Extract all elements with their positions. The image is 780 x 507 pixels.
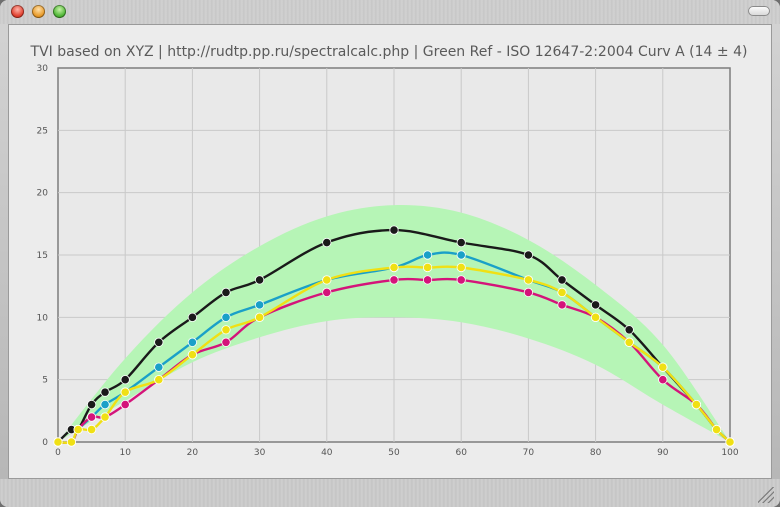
y-tick-label: 20	[37, 189, 49, 199]
data-point	[422, 250, 433, 260]
data-point	[389, 262, 399, 273]
data-point	[557, 300, 567, 310]
data-point	[87, 412, 97, 422]
zoom-window-button[interactable]	[53, 5, 66, 18]
data-point	[624, 337, 634, 347]
data-point	[154, 362, 164, 372]
x-tick-label: 30	[254, 448, 266, 458]
resize-grip-icon[interactable]	[758, 487, 774, 503]
x-tick-label: 100	[721, 448, 738, 458]
x-tick-label: 0	[55, 448, 61, 458]
series-line	[57, 277, 731, 445]
tolerance-band	[58, 205, 730, 442]
data-point	[658, 375, 668, 385]
data-point	[523, 287, 534, 297]
series-lines	[53, 225, 735, 447]
data-point	[221, 325, 231, 335]
data-point	[456, 275, 466, 285]
data-point	[658, 362, 668, 372]
series-line	[57, 265, 731, 445]
x-tick-label: 50	[388, 448, 400, 458]
data-point	[523, 275, 534, 285]
window-bottom-bar	[0, 479, 780, 507]
data-point	[221, 287, 231, 297]
x-tick-label: 90	[657, 448, 669, 458]
data-point	[691, 399, 702, 410]
data-point	[711, 424, 722, 435]
data-point	[255, 312, 265, 322]
data-point	[73, 424, 83, 435]
data-point	[120, 399, 130, 410]
x-tick-label: 70	[523, 448, 535, 458]
data-point	[456, 250, 466, 260]
data-point	[422, 275, 433, 285]
data-point	[322, 237, 332, 248]
tolerance-band-area	[58, 205, 730, 442]
data-point	[87, 399, 97, 410]
data-point	[456, 237, 466, 248]
data-point	[557, 287, 567, 297]
chart-panel: TVI based on XYZ | http://rudtp.pp.ru/sp…	[8, 24, 772, 479]
axis-tick-labels: 0 10 20 30 40 50 60 70 80 90 100 0 5 10 15 20 25 30	[37, 64, 739, 458]
data-point	[389, 275, 399, 285]
y-tick-label: 10	[37, 313, 49, 323]
y-tick-label: 15	[37, 251, 48, 261]
tvi-chart: TVI based on XYZ | http://rudtp.pp.ru/sp…	[30, 44, 748, 458]
data-point	[66, 437, 77, 447]
data-point	[87, 424, 97, 435]
data-point	[422, 262, 433, 273]
data-point	[221, 312, 231, 322]
data-point	[154, 337, 164, 347]
data-point	[456, 262, 466, 273]
data-point	[322, 275, 332, 285]
data-point	[523, 250, 534, 260]
data-point	[221, 337, 231, 347]
chart-title: TVI based on XYZ | http://rudtp.pp.ru/sp…	[30, 44, 748, 60]
minimize-window-button[interactable]	[32, 5, 45, 18]
data-point	[322, 287, 332, 297]
data-point	[120, 375, 130, 385]
toolbar-toggle-button[interactable]	[748, 6, 770, 16]
data-point	[389, 225, 399, 235]
window-titlebar[interactable]	[0, 0, 780, 24]
data-point	[154, 375, 164, 385]
data-point	[187, 312, 197, 322]
data-point	[53, 437, 63, 447]
y-tick-label: 25	[37, 126, 48, 136]
data-point	[100, 387, 110, 397]
data-point	[187, 337, 197, 347]
close-window-button[interactable]	[11, 5, 24, 18]
x-tick-label: 60	[455, 448, 467, 458]
data-point	[100, 399, 110, 410]
data-point	[255, 275, 265, 285]
data-point	[187, 350, 197, 360]
data-point	[557, 275, 567, 285]
data-point	[120, 387, 130, 397]
x-tick-label: 80	[590, 448, 602, 458]
data-point	[624, 325, 634, 335]
x-tick-label: 40	[321, 448, 333, 458]
y-tick-label: 5	[42, 376, 48, 386]
x-tick-label: 10	[119, 448, 131, 458]
y-tick-label: 0	[42, 438, 48, 448]
x-tick-label: 20	[187, 448, 199, 458]
series-4	[53, 262, 735, 447]
data-point	[100, 412, 110, 422]
data-point	[590, 312, 601, 322]
data-point	[255, 300, 265, 310]
data-point	[590, 300, 601, 310]
y-tick-label: 30	[37, 64, 49, 74]
data-point	[725, 437, 735, 447]
